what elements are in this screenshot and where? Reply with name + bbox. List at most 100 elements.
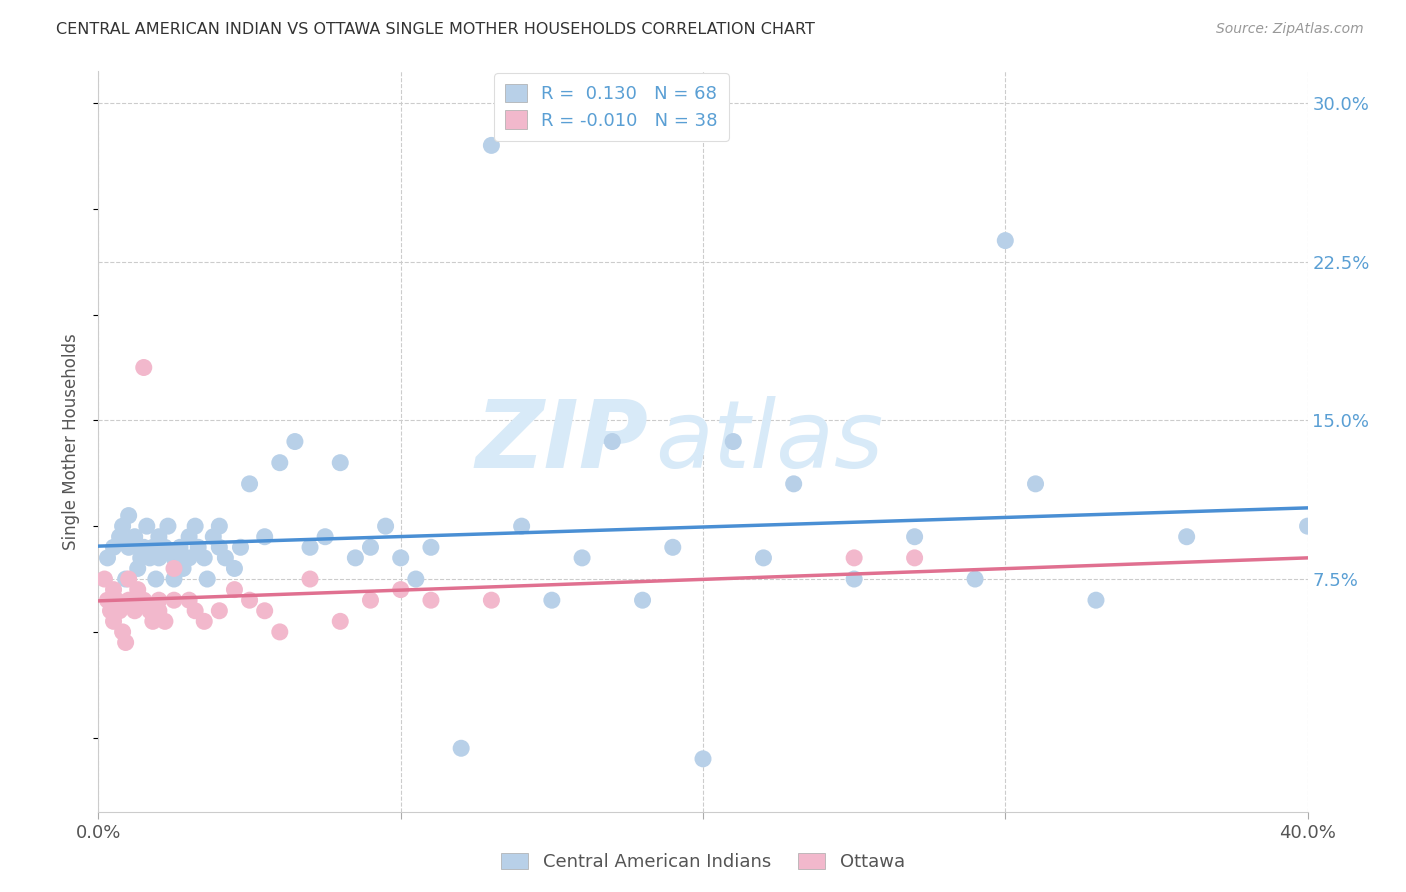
Point — [631, 593, 654, 607]
Point — [93, 572, 115, 586]
Point — [374, 519, 396, 533]
Point — [1024, 476, 1046, 491]
Point — [148, 604, 170, 618]
Point — [904, 530, 927, 544]
Point — [142, 541, 165, 555]
Point — [844, 572, 866, 586]
Point — [184, 604, 207, 618]
Point — [208, 541, 231, 555]
Point — [108, 530, 131, 544]
Point — [239, 476, 262, 491]
Point — [103, 615, 125, 629]
Point — [208, 519, 231, 533]
Point — [127, 582, 149, 597]
Point — [163, 572, 186, 586]
Point — [224, 582, 246, 597]
Point — [994, 234, 1017, 248]
Point — [193, 615, 215, 629]
Point — [269, 624, 291, 639]
Point — [163, 550, 186, 565]
Text: Source: ZipAtlas.com: Source: ZipAtlas.com — [1216, 22, 1364, 37]
Point — [253, 604, 276, 618]
Point — [114, 635, 136, 649]
Point — [1296, 519, 1319, 533]
Point — [156, 519, 179, 533]
Point — [118, 593, 141, 607]
Point — [965, 572, 987, 586]
Point — [329, 456, 352, 470]
Point — [148, 530, 170, 544]
Point — [389, 582, 412, 597]
Point — [118, 541, 141, 555]
Point — [96, 550, 118, 565]
Point — [224, 561, 246, 575]
Point — [172, 561, 194, 575]
Point — [153, 541, 176, 555]
Point — [405, 572, 427, 586]
Point — [179, 593, 201, 607]
Point — [783, 476, 806, 491]
Point — [844, 550, 866, 565]
Point — [360, 541, 382, 555]
Point — [1085, 593, 1108, 607]
Point — [132, 360, 155, 375]
Text: atlas: atlas — [655, 396, 883, 487]
Point — [124, 604, 146, 618]
Point — [299, 572, 322, 586]
Point — [602, 434, 624, 449]
Point — [187, 541, 209, 555]
Point — [145, 572, 167, 586]
Legend: Central American Indians, Ottawa: Central American Indians, Ottawa — [494, 846, 912, 879]
Point — [163, 593, 186, 607]
Point — [96, 593, 118, 607]
Point — [108, 604, 131, 618]
Point — [193, 550, 215, 565]
Text: CENTRAL AMERICAN INDIAN VS OTTAWA SINGLE MOTHER HOUSEHOLDS CORRELATION CHART: CENTRAL AMERICAN INDIAN VS OTTAWA SINGLE… — [56, 22, 815, 37]
Point — [661, 541, 683, 555]
Point — [179, 530, 201, 544]
Point — [100, 604, 122, 618]
Point — [103, 541, 125, 555]
Point — [195, 572, 218, 586]
Point — [135, 519, 157, 533]
Point — [360, 593, 382, 607]
Point — [208, 604, 231, 618]
Point — [118, 572, 141, 586]
Text: ZIP: ZIP — [475, 395, 648, 488]
Point — [111, 624, 134, 639]
Point — [114, 572, 136, 586]
Point — [450, 741, 472, 756]
Point — [269, 456, 291, 470]
Y-axis label: Single Mother Households: Single Mother Households — [62, 334, 80, 549]
Point — [420, 541, 443, 555]
Point — [299, 541, 322, 555]
Point — [420, 593, 443, 607]
Point — [129, 550, 152, 565]
Point — [202, 530, 225, 544]
Point — [124, 530, 146, 544]
Point — [139, 604, 162, 618]
Point — [111, 519, 134, 533]
Point — [118, 508, 141, 523]
Point — [229, 541, 252, 555]
Point — [284, 434, 307, 449]
Point — [142, 615, 165, 629]
Point — [139, 550, 162, 565]
Point — [314, 530, 336, 544]
Point — [253, 530, 276, 544]
Point — [103, 582, 125, 597]
Point — [329, 615, 352, 629]
Point — [214, 550, 236, 565]
Point — [163, 561, 186, 575]
Point — [148, 550, 170, 565]
Point — [184, 519, 207, 533]
Point — [571, 550, 593, 565]
Point — [481, 138, 503, 153]
Point — [481, 593, 503, 607]
Point — [127, 561, 149, 575]
Point — [148, 593, 170, 607]
Point — [540, 593, 562, 607]
Point — [132, 593, 155, 607]
Point — [752, 550, 775, 565]
Point — [904, 550, 927, 565]
